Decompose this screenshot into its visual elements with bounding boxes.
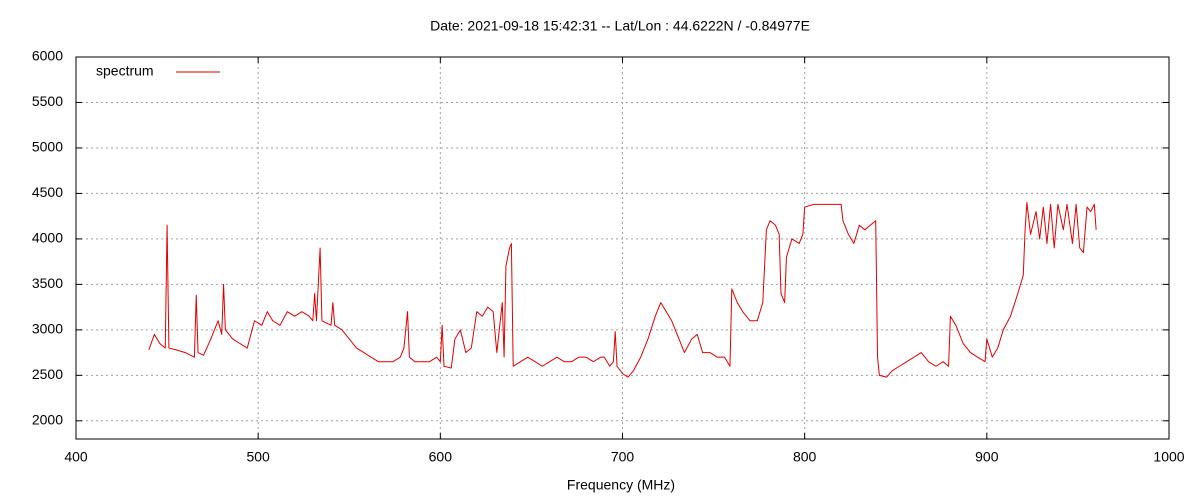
legend-label: spectrum bbox=[96, 63, 154, 79]
y-tick-label: 2000 bbox=[32, 412, 63, 428]
y-tick-label: 5500 bbox=[32, 93, 63, 109]
plot-frame bbox=[75, 56, 1170, 440]
y-tick-label: 3000 bbox=[32, 321, 63, 337]
x-tick-label: 800 bbox=[793, 449, 817, 465]
y-tick-label: 6000 bbox=[32, 48, 63, 64]
x-tick-label: 900 bbox=[975, 449, 999, 465]
x-tick-label: 1000 bbox=[1153, 449, 1184, 465]
y-tick-label: 5000 bbox=[32, 139, 63, 155]
y-tick-label: 4000 bbox=[32, 230, 63, 246]
x-tick-label: 500 bbox=[246, 449, 270, 465]
x-tick-label: 400 bbox=[64, 449, 88, 465]
x-tick-label: 600 bbox=[429, 449, 453, 465]
y-tick-label: 3500 bbox=[32, 275, 63, 291]
chart-title: Date: 2021-09-18 15:42:31 -- Lat/Lon : 4… bbox=[430, 18, 810, 34]
series-line bbox=[148, 202, 1097, 378]
y-tick-label: 2500 bbox=[32, 366, 63, 382]
x-axis-label: Frequency (MHz) bbox=[567, 477, 675, 493]
x-tick-label: 700 bbox=[611, 449, 635, 465]
y-tick-label: 4500 bbox=[32, 184, 63, 200]
